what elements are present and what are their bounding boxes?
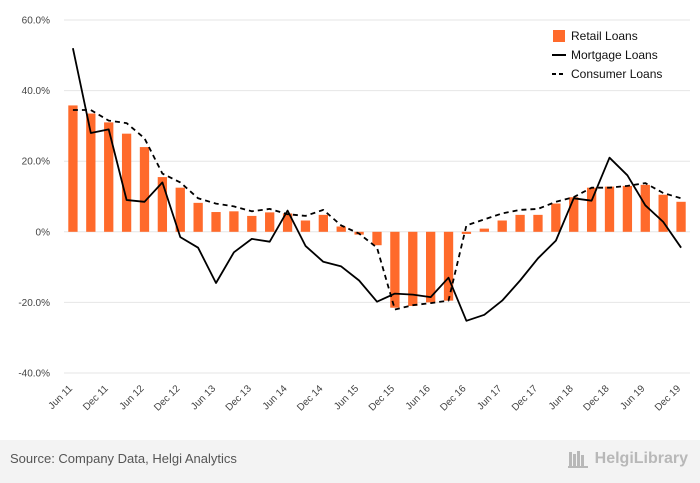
legend-item: Consumer Loans bbox=[552, 67, 662, 81]
bar-retail-loans bbox=[86, 113, 96, 232]
x-tick-label: Jun 14 bbox=[261, 383, 290, 412]
x-tick-label: Jun 17 bbox=[475, 383, 504, 412]
x-tick-label: Jun 18 bbox=[547, 383, 576, 412]
x-tick-label: Dec 12 bbox=[152, 383, 182, 413]
bar-retail-loans bbox=[68, 105, 78, 232]
line-mortgage-loans bbox=[72, 48, 682, 322]
y-tick-label: 0% bbox=[36, 227, 51, 238]
brand-logo: HelgiLibrary bbox=[567, 449, 688, 469]
bar-retail-loans bbox=[586, 187, 597, 232]
x-tick-label: Jun 19 bbox=[618, 383, 647, 412]
bar-retail-loans bbox=[408, 231, 418, 306]
brand-name: HelgiLibrary bbox=[594, 450, 688, 467]
bar-retail-loans bbox=[604, 186, 615, 232]
bar-retail-loans bbox=[229, 211, 239, 232]
x-tick-label: Dec 13 bbox=[224, 383, 254, 413]
x-tick-label: Dec 11 bbox=[81, 383, 111, 413]
legend-label: Consumer Loans bbox=[571, 67, 662, 81]
line-series bbox=[72, 48, 682, 322]
legend-swatch bbox=[553, 30, 565, 42]
y-tick-label: -40.0% bbox=[18, 369, 50, 380]
legend-label: Mortgage Loans bbox=[571, 48, 658, 62]
source-text: Source: Company Data, Helgi Analytics bbox=[10, 451, 237, 466]
bar-retail-loans bbox=[569, 197, 579, 232]
bar-retail-loans bbox=[247, 215, 257, 232]
legend-label: Retail Loans bbox=[571, 29, 638, 43]
bar-retail-loans bbox=[300, 220, 311, 232]
x-tick-label: Jun 16 bbox=[404, 383, 433, 412]
bar-retail-loans bbox=[175, 187, 185, 232]
bar-retail-loans bbox=[390, 231, 400, 308]
bar-retail-loans bbox=[157, 177, 168, 232]
bar-retail-loans bbox=[479, 228, 489, 232]
bar-retail-loans bbox=[265, 212, 275, 232]
bar-retail-loans bbox=[533, 214, 543, 232]
bar-retail-loans bbox=[211, 212, 221, 232]
y-tick-label: 40.0% bbox=[22, 86, 50, 97]
y-tick-label: -20.0% bbox=[18, 298, 50, 309]
bar-retail-loans bbox=[318, 214, 328, 232]
x-tick-label: Jun 15 bbox=[332, 383, 361, 412]
x-tick-label: Dec 19 bbox=[653, 383, 683, 413]
bar-retail-loans bbox=[443, 231, 454, 301]
x-tick-label: Jun 13 bbox=[189, 383, 218, 412]
y-axis: 60.0% 40.0% 20.0% 0% -20.0% -40.0% bbox=[18, 16, 50, 380]
bar-retail-loans bbox=[372, 231, 382, 246]
x-axis: Jun 11 Dec 11 Jun 12 Dec 12 Jun 13 Dec 13 Jun … bbox=[47, 383, 684, 413]
bar-retail-loans bbox=[658, 194, 668, 232]
x-tick-label: Dec 14 bbox=[295, 383, 325, 413]
footer: Source: Company Data, Helgi Analytics He… bbox=[0, 440, 700, 483]
bar-retail-loans bbox=[282, 213, 293, 232]
x-tick-label: Dec 16 bbox=[438, 383, 468, 413]
bar-retail-loans bbox=[104, 122, 114, 232]
bar-retail-loans bbox=[676, 201, 686, 232]
x-tick-label: Jun 12 bbox=[118, 383, 147, 412]
bar-retail-loans bbox=[139, 147, 150, 232]
x-tick-label: Dec 15 bbox=[367, 383, 397, 413]
x-tick-label: Dec 17 bbox=[510, 383, 540, 413]
x-tick-label: Jun 11 bbox=[47, 383, 76, 412]
bar-retail-loans bbox=[551, 203, 561, 232]
bar-retail-loans bbox=[336, 226, 346, 232]
bar-retail-loans bbox=[426, 231, 436, 303]
y-tick-label: 60.0% bbox=[22, 16, 50, 27]
bar-retail-loans bbox=[461, 231, 472, 234]
bar-retail-loans bbox=[515, 214, 525, 232]
retail-loans-bars bbox=[68, 105, 686, 308]
bar-retail-loans bbox=[193, 202, 203, 232]
bar-retail-loans bbox=[497, 220, 507, 232]
legend-item: Mortgage Loans bbox=[552, 48, 658, 62]
library-icon bbox=[567, 451, 588, 468]
legend: Retail Loans Mortgage Loans Consumer Loans bbox=[552, 29, 662, 81]
bar-retail-loans bbox=[640, 184, 650, 232]
bar-retail-loans bbox=[121, 133, 132, 232]
legend-item: Retail Loans bbox=[553, 29, 638, 43]
y-tick-label: 20.0% bbox=[22, 157, 50, 168]
bar-retail-loans bbox=[622, 185, 633, 232]
x-tick-label: Dec 18 bbox=[581, 383, 611, 413]
